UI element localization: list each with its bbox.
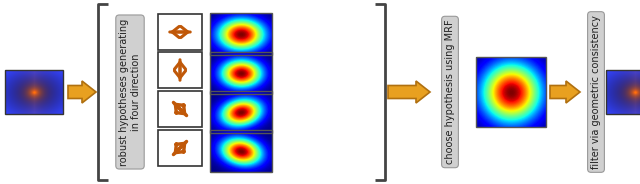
Polygon shape	[68, 81, 96, 103]
Bar	[210, 13, 272, 55]
Bar	[210, 91, 272, 133]
Bar	[5, 70, 63, 114]
Text: choose hypothesis using MRF: choose hypothesis using MRF	[445, 20, 455, 164]
Bar	[158, 91, 202, 127]
Bar	[158, 14, 202, 50]
Bar	[158, 52, 202, 88]
Polygon shape	[388, 81, 430, 103]
Text: filter via geometric consistency: filter via geometric consistency	[591, 15, 601, 169]
Bar	[606, 70, 640, 114]
Bar	[210, 52, 272, 94]
Text: robust hypotheses generating
in four direction: robust hypotheses generating in four dir…	[119, 18, 141, 166]
Bar	[476, 57, 546, 127]
Bar	[210, 130, 272, 172]
Bar	[158, 130, 202, 166]
Polygon shape	[550, 81, 580, 103]
